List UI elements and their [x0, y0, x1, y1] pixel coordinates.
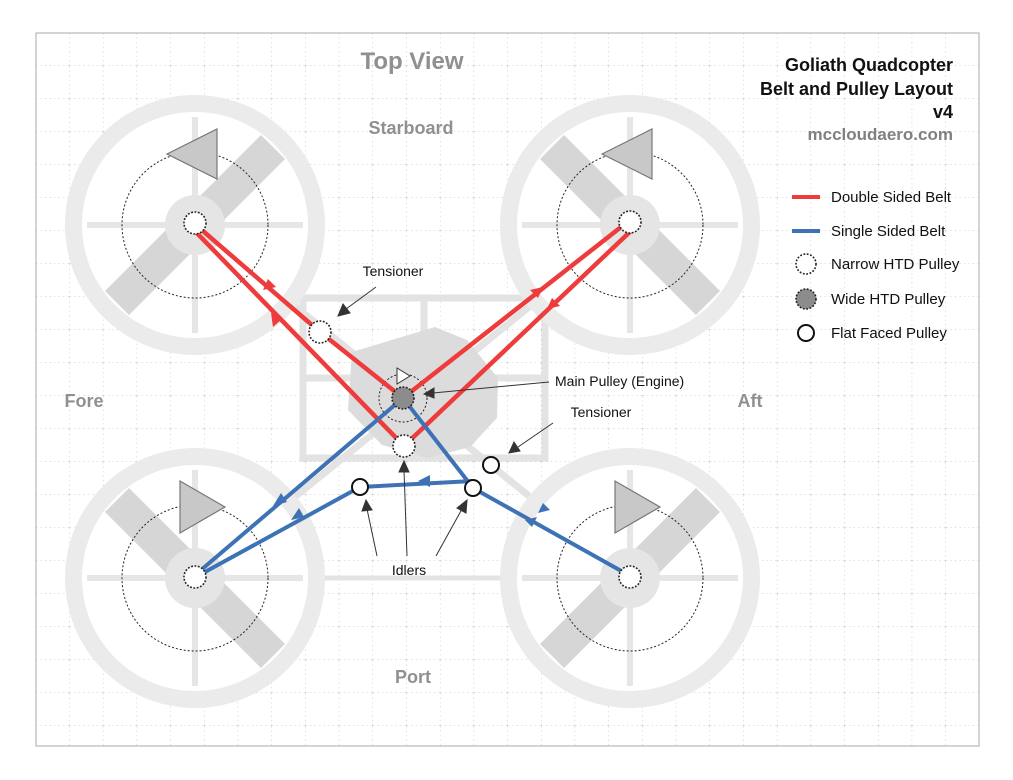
website-label: mccloudaero.com	[808, 125, 954, 144]
legend-wide-pulley: Wide HTD Pulley	[831, 291, 946, 308]
narrow-pulley-icon	[618, 210, 642, 234]
legend-single-belt: Single Sided Belt	[831, 223, 946, 240]
legend-flat-pulley: Flat Faced Pulley	[831, 325, 947, 342]
direction-starboard: Starboard	[368, 118, 453, 138]
legend-double-belt: Double Sided Belt	[831, 189, 952, 206]
rotation-arrow-icon	[165, 128, 218, 180]
callout-idlers: Idlers	[392, 562, 426, 578]
flat-pulley-icon	[797, 324, 815, 342]
view-title: Top View	[360, 48, 463, 75]
rotor-pulleys	[183, 210, 642, 589]
legend: Double Sided Belt Single Sided Belt Narr…	[792, 189, 960, 342]
rotation-arrow-icon	[600, 128, 653, 180]
diagram-title-line2: Belt and Pulley Layout	[760, 79, 953, 99]
idler-pulley-icon	[392, 434, 416, 458]
callout-tensioner-lower: Tensioner	[571, 404, 632, 420]
double-belt-arrows	[263, 279, 560, 327]
narrow-pulley-icon	[183, 565, 207, 589]
tensioner-pulley-icon	[308, 320, 332, 344]
flat-pulley-icon	[464, 479, 482, 497]
narrow-pulley-icon	[618, 565, 642, 589]
callout-tensioner-upper: Tensioner	[363, 263, 424, 279]
diagram-title-line1: Goliath Quadcopter	[785, 55, 953, 75]
narrow-pulley-icon	[183, 211, 207, 235]
legend-narrow-pulley: Narrow HTD Pulley	[831, 256, 960, 273]
rotation-arrow-icon	[614, 479, 662, 535]
diagram-title-line3: v4	[933, 102, 953, 122]
flat-faced-pulleys	[351, 456, 500, 497]
direction-aft: Aft	[738, 391, 763, 411]
main-pulley-icon	[391, 386, 415, 410]
wide-pulley-icon	[795, 288, 817, 310]
flat-pulley-icon	[482, 456, 500, 474]
flat-pulley-icon	[351, 478, 369, 496]
direction-port: Port	[395, 667, 431, 687]
callout-main-pulley: Main Pulley (Engine)	[555, 373, 684, 389]
single-belt-arrows	[273, 475, 550, 527]
direction-fore: Fore	[64, 391, 103, 411]
narrow-pulley-icon	[795, 253, 817, 275]
rotation-arrow-icon	[179, 479, 227, 535]
main-pulley-rotation-icon	[396, 367, 411, 385]
callout-leaders	[337, 286, 554, 557]
